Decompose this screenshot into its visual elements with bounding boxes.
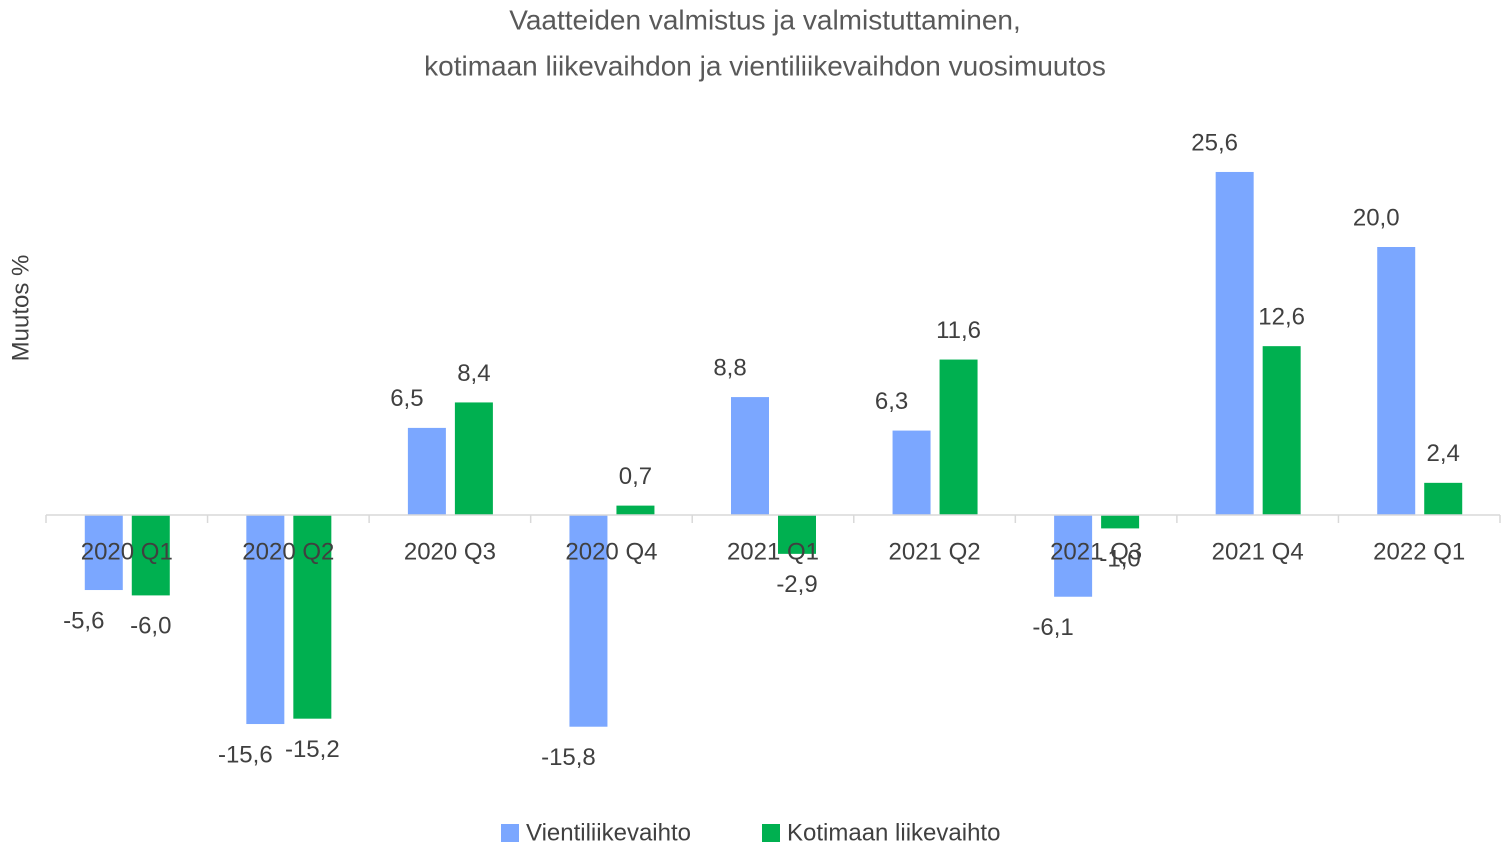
x-tick-label: 2021 Q1 xyxy=(727,538,819,565)
y-axis-label: Muutos % xyxy=(7,255,34,362)
data-label: 0,7 xyxy=(619,463,652,490)
bar xyxy=(731,397,769,515)
data-label: 8,4 xyxy=(457,360,490,387)
bar xyxy=(1101,515,1140,529)
x-tick-label: 2021 Q3 xyxy=(1050,538,1142,565)
bar xyxy=(454,402,493,515)
data-label: 6,5 xyxy=(390,385,423,412)
bar xyxy=(246,515,285,725)
data-label: -5,6 xyxy=(63,607,104,634)
data-label: -15,2 xyxy=(285,736,340,763)
bar xyxy=(569,515,608,727)
data-label: 11,6 xyxy=(936,317,981,344)
data-label: -2,9 xyxy=(776,571,817,598)
data-label: 20,0 xyxy=(1353,204,1400,231)
data-label: -6,1 xyxy=(1032,614,1073,641)
x-tick-label: 2020 Q3 xyxy=(404,538,496,565)
bar xyxy=(1424,482,1463,515)
x-tick-label: 2020 Q2 xyxy=(242,538,334,565)
bar xyxy=(84,515,123,591)
x-tick-label: 2021 Q4 xyxy=(1212,538,1304,565)
bar xyxy=(1054,515,1093,597)
data-label: 2,4 xyxy=(1427,440,1460,467)
x-tick-label: 2021 Q2 xyxy=(889,538,981,565)
legend-swatch xyxy=(762,824,780,842)
data-label: -1,0 xyxy=(1099,546,1140,573)
legend-label: Kotimaan liikevaihto xyxy=(787,819,1000,846)
bar xyxy=(616,505,655,515)
bar xyxy=(892,430,931,515)
data-label: 25,6 xyxy=(1191,129,1238,156)
data-label: 6,3 xyxy=(875,388,908,415)
x-tick-label: 2022 Q1 xyxy=(1373,538,1465,565)
bar xyxy=(1215,171,1254,515)
bar xyxy=(293,515,332,719)
x-tick-label: 2020 Q4 xyxy=(565,538,657,565)
bar xyxy=(407,427,446,515)
legend-label: Vientiliikevaihto xyxy=(526,819,691,846)
data-label: -15,8 xyxy=(541,744,596,771)
bar xyxy=(1262,346,1301,515)
bar xyxy=(1377,247,1416,515)
legend-swatch xyxy=(501,824,519,842)
bar xyxy=(778,515,816,554)
data-label: 12,6 xyxy=(1258,304,1305,331)
chart-title: Vaatteiden valmistus ja valmistuttaminen… xyxy=(509,4,1021,35)
data-label: -15,6 xyxy=(218,741,273,768)
x-tick-label: 2020 Q1 xyxy=(81,538,173,565)
bar xyxy=(131,515,170,596)
bar xyxy=(939,359,978,515)
data-label: -6,0 xyxy=(130,613,171,640)
data-label: 8,8 xyxy=(713,354,746,381)
chart-title: kotimaan liikevaihdon ja vientiliikevaih… xyxy=(424,50,1106,81)
